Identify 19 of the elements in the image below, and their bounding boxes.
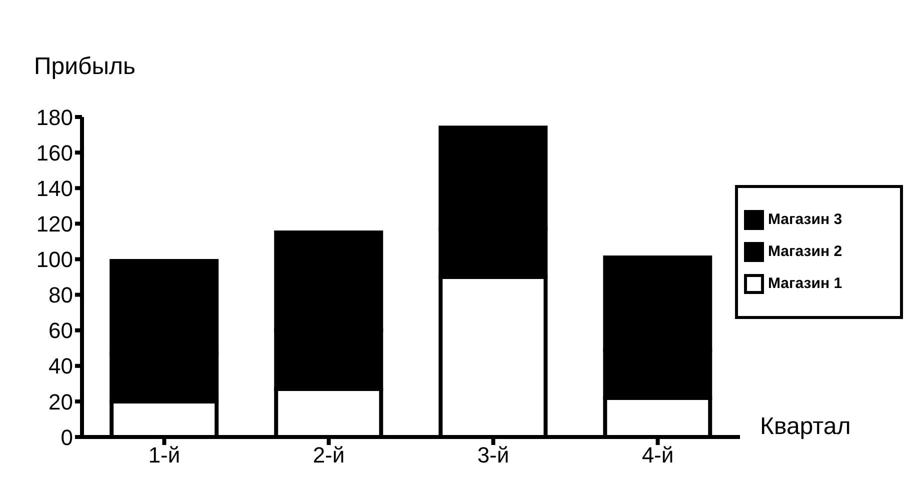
y-axis-title: Прибыль <box>34 53 136 81</box>
y-tick-label: 40 <box>48 354 73 379</box>
legend-label: Магазин 3 <box>768 211 842 228</box>
y-tick-label: 80 <box>48 282 73 308</box>
y-tick-label: 140 <box>36 176 73 201</box>
y-tick-label: 100 <box>36 247 73 272</box>
x-tick-label: 4-й <box>642 442 674 468</box>
y-tick-label: 20 <box>48 389 73 414</box>
y-tick-label: 120 <box>36 211 73 236</box>
x-tick-label: 2-й <box>312 442 345 468</box>
y-tick-label: 60 <box>48 318 73 344</box>
legend-label: Магазин 2 <box>768 243 842 260</box>
x-tick-label: 1-й <box>148 442 180 468</box>
y-tick-label: 180 <box>36 104 73 130</box>
x-tick-label: 3-й <box>477 442 510 468</box>
y-tick-label: 160 <box>36 140 73 166</box>
legend-label: Магазин 1 <box>768 275 842 292</box>
y-tick-label: 0 <box>60 424 73 450</box>
x-axis-title: Квартал <box>760 413 851 441</box>
